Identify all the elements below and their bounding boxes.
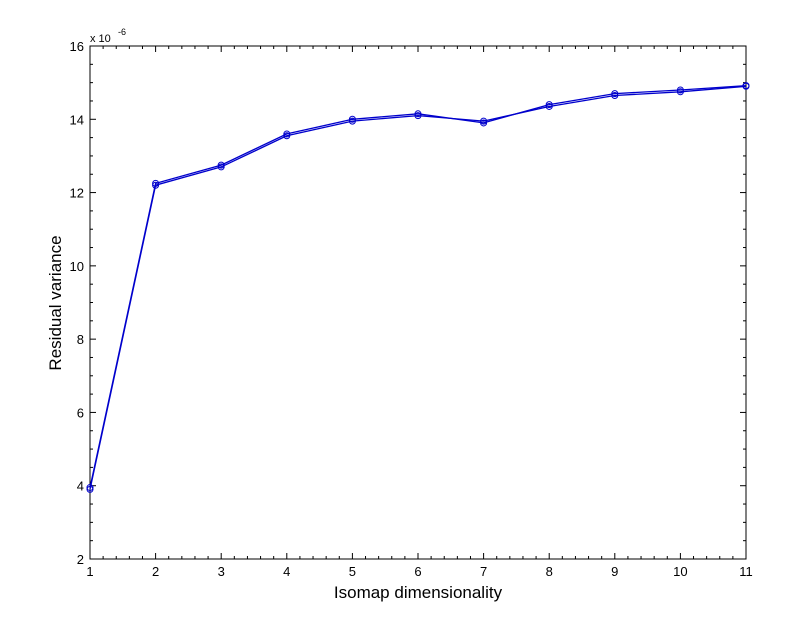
data-point — [348, 115, 356, 123]
x-tick-labels: 1 2 3 4 5 6 7 8 9 10 11 — [86, 564, 752, 579]
data-point — [414, 110, 422, 118]
x-tick-label: 2 — [152, 564, 159, 579]
y-tick-labels: 2 4 6 8 10 12 14 16 — [70, 39, 84, 567]
data-point — [611, 90, 619, 98]
series-layer — [86, 82, 750, 493]
x-tick-label: 7 — [480, 564, 487, 579]
series-line-2 — [89, 84, 747, 488]
y-tick-label: 8 — [77, 332, 84, 347]
data-point — [348, 117, 356, 125]
series-line-1 — [89, 85, 747, 490]
y-tick-label: 6 — [77, 405, 84, 420]
data-point — [545, 102, 553, 110]
data-point — [545, 101, 553, 109]
x-tick-label: 4 — [283, 564, 290, 579]
data-point — [742, 82, 750, 90]
plot-frame — [89, 45, 747, 560]
y-axis-label: Residual variance — [46, 235, 65, 370]
y-tick-label: 10 — [70, 259, 84, 274]
data-point — [611, 91, 619, 99]
y-tick-label: 16 — [70, 39, 84, 54]
x-tick-label: 6 — [414, 564, 421, 579]
data-point — [414, 112, 422, 120]
x-tick-label: 8 — [546, 564, 553, 579]
x-tick-label: 10 — [673, 564, 687, 579]
y-tick-label: 4 — [77, 479, 84, 494]
y-tick-label: 12 — [70, 186, 84, 201]
data-point — [86, 484, 94, 492]
data-point — [676, 86, 684, 94]
data-point — [217, 161, 225, 169]
x-tick-label: 5 — [349, 564, 356, 579]
y-multiplier-label: x 10 — [90, 33, 111, 45]
x-tick-label: 1 — [86, 564, 93, 579]
x-tick-label: 3 — [218, 564, 225, 579]
y-tick-label: 2 — [77, 552, 84, 567]
ticks — [89, 45, 747, 560]
data-point — [676, 88, 684, 96]
data-point — [283, 130, 291, 138]
data-point — [480, 117, 488, 125]
y-tick-label: 14 — [70, 112, 84, 127]
x-axis-label: Isomap dimensionality — [334, 583, 503, 602]
data-point — [152, 181, 160, 189]
data-point — [152, 179, 160, 187]
x-tick-label: 9 — [611, 564, 618, 579]
y-multiplier-exponent: -6 — [118, 27, 126, 37]
data-point — [480, 119, 488, 127]
x-tick-label: 11 — [739, 564, 753, 579]
data-point — [217, 163, 225, 171]
